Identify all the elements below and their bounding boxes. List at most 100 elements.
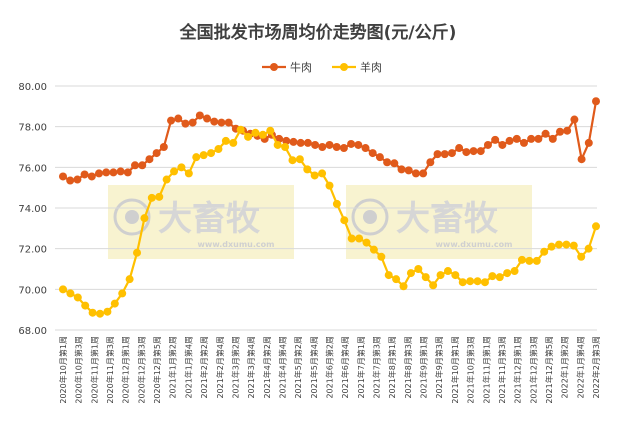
- y-tick-label: 70.00: [18, 285, 47, 296]
- data-point: [592, 222, 600, 231]
- data-point: [340, 216, 349, 225]
- x-tick-label: 2021年12月第1周: [513, 336, 523, 404]
- data-point: [361, 144, 370, 153]
- data-point: [131, 161, 140, 170]
- data-point: [540, 247, 549, 256]
- data-point: [476, 147, 485, 156]
- data-point: [397, 165, 406, 174]
- x-tick-label: 2021年1月第2周: [168, 336, 178, 399]
- data-point: [562, 240, 571, 249]
- data-point: [347, 234, 356, 243]
- data-point: [96, 309, 105, 318]
- data-point: [282, 136, 291, 145]
- data-point: [217, 118, 226, 127]
- data-point: [491, 135, 500, 144]
- data-point: [195, 111, 204, 120]
- x-tick-label: 2020年10月第1周: [58, 336, 68, 404]
- data-point: [152, 149, 161, 158]
- data-point: [447, 149, 456, 158]
- data-point: [192, 153, 201, 162]
- y-axis: 68.00 70.00 72.00 74.00 76.00 78.00 80.00: [18, 82, 47, 337]
- legend: 牛肉 羊肉: [262, 60, 382, 74]
- data-point: [433, 150, 442, 159]
- x-tick-label: 2020年12月第3周: [136, 336, 146, 404]
- data-point: [73, 175, 82, 184]
- data-point: [436, 271, 445, 280]
- watermark-logo-dot-icon: [125, 210, 139, 224]
- x-tick-label: 2020年11月第3周: [105, 336, 115, 404]
- data-point: [221, 136, 230, 145]
- data-point: [569, 241, 578, 250]
- data-point: [88, 308, 97, 317]
- data-point: [251, 128, 260, 137]
- data-point: [577, 252, 586, 261]
- watermark-logo-icon: [351, 198, 389, 236]
- x-tick-label: 2022年1月第4周: [575, 336, 585, 399]
- data-point: [369, 245, 378, 254]
- x-tick-label: 2021年6月第4周: [340, 336, 350, 399]
- data-point: [95, 169, 104, 178]
- data-point: [503, 269, 512, 278]
- data-point: [354, 140, 363, 149]
- data-point: [147, 193, 156, 202]
- x-tick-label: 2022年1月第2周: [560, 336, 570, 399]
- chart-title: 全国批发市场周均价走势图(元/公斤): [179, 22, 457, 43]
- data-point: [547, 242, 556, 251]
- data-point: [325, 140, 334, 149]
- x-tick-label: 2020年12月第1周: [121, 336, 131, 404]
- watermark-panel: [346, 185, 532, 259]
- data-point: [527, 134, 536, 143]
- data-point: [548, 134, 557, 143]
- data-point: [177, 163, 186, 172]
- data-point: [421, 273, 430, 282]
- x-tick-label: 2021年7月第3周: [372, 336, 382, 399]
- data-point: [159, 143, 168, 151]
- data-point: [118, 289, 127, 298]
- data-point: [406, 269, 415, 278]
- data-point: [347, 139, 356, 148]
- data-point: [541, 129, 550, 138]
- data-point: [59, 285, 67, 294]
- data-point: [411, 169, 420, 178]
- data-point: [554, 240, 563, 249]
- data-point: [443, 267, 452, 276]
- data-point: [229, 138, 238, 147]
- data-point: [399, 282, 408, 291]
- data-point: [480, 278, 489, 287]
- data-point: [80, 170, 89, 179]
- data-point: [236, 125, 245, 134]
- data-point: [390, 159, 399, 168]
- data-point: [510, 267, 519, 276]
- watermark-brand: 大畜牧: [158, 199, 261, 239]
- data-point: [133, 248, 142, 257]
- data-point: [116, 167, 125, 176]
- y-tick-label: 80.00: [18, 82, 47, 93]
- data-point: [383, 158, 392, 167]
- x-tick-label: 2021年3月第2周: [230, 336, 240, 399]
- data-point: [555, 127, 564, 136]
- x-tick-label: 2021年4月第4周: [277, 336, 287, 399]
- x-tick-label: 2021年3月第4周: [246, 336, 256, 399]
- data-point: [455, 144, 464, 153]
- x-tick-label: 2021年5月第2周: [293, 336, 303, 399]
- data-point: [181, 119, 190, 128]
- y-tick-label: 74.00: [18, 204, 47, 215]
- data-point: [419, 169, 428, 178]
- x-tick-label: 2021年12月第5周: [544, 336, 554, 404]
- data-point: [81, 301, 90, 310]
- data-point: [110, 299, 119, 308]
- data-point: [258, 130, 267, 139]
- x-tick-label: 2021年2月第4周: [215, 336, 225, 399]
- data-point: [310, 171, 319, 180]
- x-axis: 2020年10月第1周 2020年10月第3周 2020年11月第1周 2020年11…: [58, 336, 601, 404]
- data-point: [288, 156, 297, 165]
- data-point: [170, 167, 179, 176]
- watermark-logo-dot-icon: [363, 210, 377, 224]
- data-point: [281, 143, 290, 151]
- data-point: [275, 134, 284, 143]
- data-point: [199, 151, 208, 160]
- x-tick-label: 2021年10月第1周: [450, 336, 460, 404]
- data-point: [66, 289, 75, 298]
